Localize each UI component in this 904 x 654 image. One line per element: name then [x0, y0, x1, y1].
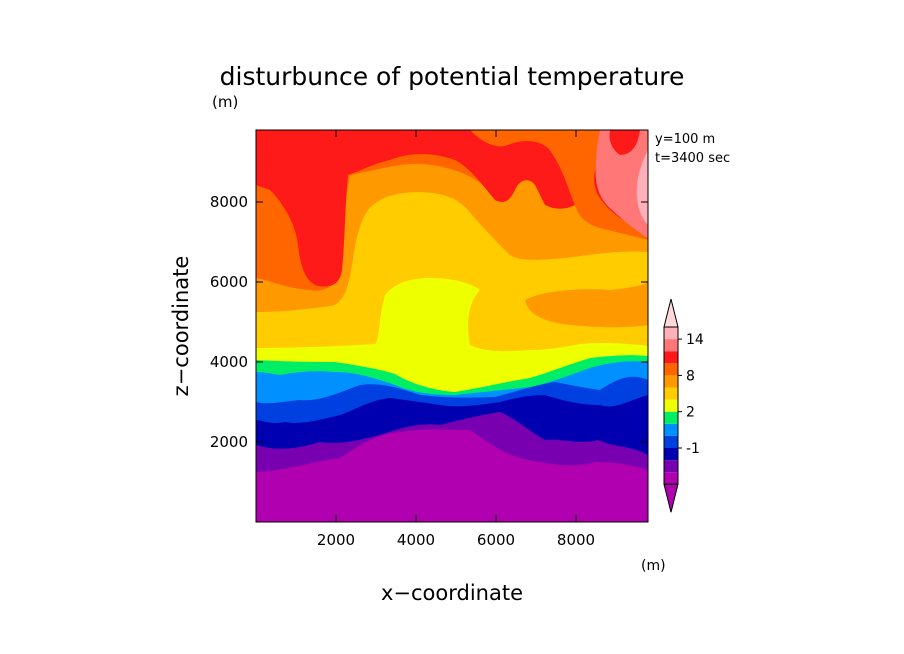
annotation-time: t=3400 sec [655, 151, 730, 166]
band-salmon [595, 130, 648, 238]
title-units-label: (m) [212, 93, 238, 111]
x-tick-label: 4000 [397, 531, 435, 549]
chart-title: disturbunce of potential temperature [220, 62, 685, 91]
x-tick-label: 6000 [477, 531, 515, 549]
colorbar-band [664, 411, 678, 424]
y-tick-label: 4000 [210, 353, 248, 371]
x-tick-label: 2000 [317, 531, 355, 549]
x-tick-label: 8000 [557, 531, 595, 549]
colorbar-band [664, 435, 678, 448]
contour-field [256, 130, 648, 522]
colorbar-tick-label: -1 [686, 441, 700, 457]
colorbar-tick-label: 14 [686, 332, 704, 348]
band-red [256, 130, 648, 287]
colorbar-band [664, 351, 678, 364]
colorbar-units-label: (m) [641, 558, 666, 574]
x-axis: 2000 4000 6000 8000 [317, 130, 595, 549]
colorbar-band [664, 327, 678, 340]
x-axis-label: x−coordinate [381, 581, 523, 605]
colorbar-band [664, 423, 678, 436]
colorbar-tick-label: 8 [686, 368, 695, 384]
colorbar-legend: -1 2 8 14 [663, 298, 704, 513]
y-tick-label: 2000 [210, 433, 248, 451]
band-redspot [609, 130, 640, 155]
y-axis: 2000 4000 6000 8000 [210, 193, 648, 451]
colorbar-over-triangle [663, 298, 679, 328]
colorbar-band [664, 339, 678, 352]
colorbar-band [664, 399, 678, 412]
annotation-y-position: y=100 m [655, 132, 715, 147]
colorbar-tick-label: 2 [686, 405, 695, 421]
colorbar-frame [663, 326, 679, 485]
colorbar-band [664, 375, 678, 388]
band-lightpink [636, 150, 648, 225]
colorbar-under-triangle [663, 483, 679, 513]
colorbar-band [664, 460, 678, 473]
y-tick-label: 8000 [210, 193, 248, 211]
colorbar-band [664, 448, 678, 461]
y-tick-label: 6000 [210, 273, 248, 291]
colorbar-band [664, 472, 678, 485]
y-axis-label: z−coordinate [169, 256, 193, 397]
colorbar-band [664, 363, 678, 376]
plot-frame [255, 129, 649, 523]
colorbar-band [664, 387, 678, 400]
